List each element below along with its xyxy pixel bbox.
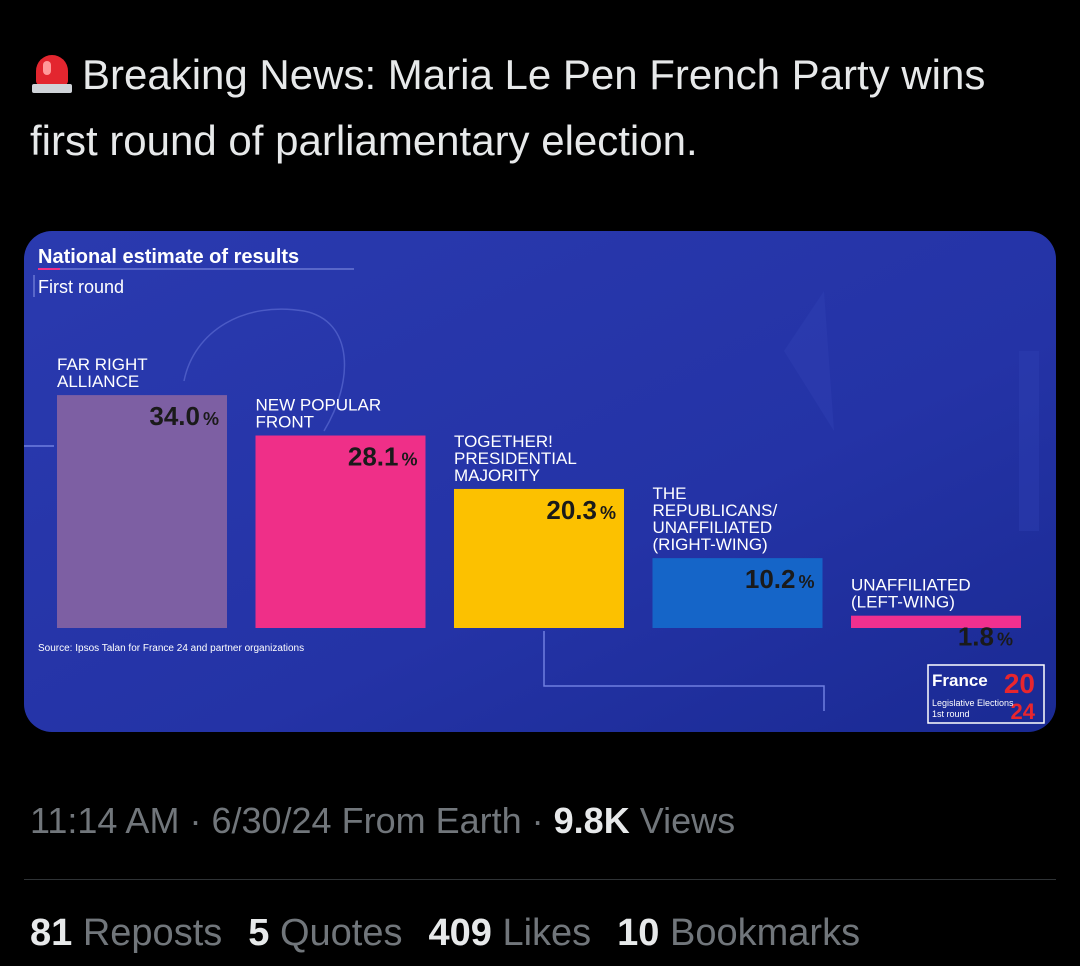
bar-5 xyxy=(851,615,1021,628)
bar-category-label-4: THE REPUBLICANS/UNAFFILIATED (RIGHT-WING) xyxy=(653,484,778,554)
engagement-stats: 81 Reposts 5 Quotes 409 Likes 10 Bookmar… xyxy=(30,912,860,955)
meta-separator: · xyxy=(531,800,554,841)
tweet-meta: 11:14 AM · 6/30/24 From Earth · 9.8K Vie… xyxy=(30,800,735,842)
stat-likes[interactable]: 409 Likes xyxy=(428,912,592,954)
bar-category-label-1: FAR RIGHT ALLIANCE xyxy=(57,355,148,391)
logo-number-bottom: 24 xyxy=(1011,699,1036,724)
bar-category-label-3: TOGETHER! PRESIDENTIAL MAJORITY xyxy=(454,432,577,485)
stat-bookmarks[interactable]: 10 Bookmarks xyxy=(617,912,861,954)
tweet-text-content: Breaking News: Maria Le Pen French Party… xyxy=(30,51,986,164)
tweet-date[interactable]: 6/30/24 xyxy=(211,800,332,841)
bar-category-label-2: NEW POPULAR FRONT xyxy=(256,396,382,432)
siren-icon xyxy=(30,51,74,95)
bar-value-label-3: 20.3% xyxy=(546,495,616,525)
tweet-text: Breaking News: Maria Le Pen French Party… xyxy=(30,42,1040,174)
france24-logo: 20 24 France Legislative Elections 1st r… xyxy=(927,664,1045,724)
chart-title: National estimate of results xyxy=(38,246,299,268)
bar-value-label-2: 28.1% xyxy=(348,442,418,472)
logo-line1: Legislative Elections xyxy=(932,698,1014,708)
bar-value-label-4: 10.2% xyxy=(745,564,815,594)
bar-category-label-5: UNAFFILIATED (LEFT-WING) xyxy=(851,576,971,612)
chart-source: Source: Ipsos Talan for France 24 and pa… xyxy=(38,643,304,654)
stat-reposts[interactable]: 81 Reposts xyxy=(30,912,223,954)
tweet-location: From Earth xyxy=(341,800,522,841)
decorative-line xyxy=(543,631,825,711)
bar-4 xyxy=(652,558,823,628)
logo-frame xyxy=(927,664,1045,724)
decorative-curve xyxy=(183,308,346,432)
meta-separator: · xyxy=(189,800,212,841)
stat-quotes[interactable]: 5 Quotes xyxy=(248,912,403,954)
results-chart: National estimate of results First round… xyxy=(24,231,1056,732)
logo-brand: France xyxy=(932,671,988,690)
bar-3 xyxy=(454,488,624,628)
decorative-shape xyxy=(784,291,834,431)
bar-1 xyxy=(57,395,227,628)
bar-value-label-5: 1.8% xyxy=(958,622,1013,652)
tweet-time[interactable]: 11:14 AM xyxy=(30,800,180,841)
views-label: Views xyxy=(639,800,736,841)
decorative-shape xyxy=(1019,351,1039,531)
divider xyxy=(24,879,1056,880)
bar-value-label-1: 34.0% xyxy=(149,401,219,431)
title-underline-accent xyxy=(38,268,60,270)
tweet-media-image[interactable]: National estimate of results First round… xyxy=(24,231,1056,732)
logo-line2: 1st round xyxy=(932,709,970,719)
bar-2 xyxy=(255,435,426,628)
chart-subtitle: First round xyxy=(38,277,124,297)
views-count: 9.8K xyxy=(553,800,630,841)
logo-number-top: 20 xyxy=(1004,668,1035,699)
